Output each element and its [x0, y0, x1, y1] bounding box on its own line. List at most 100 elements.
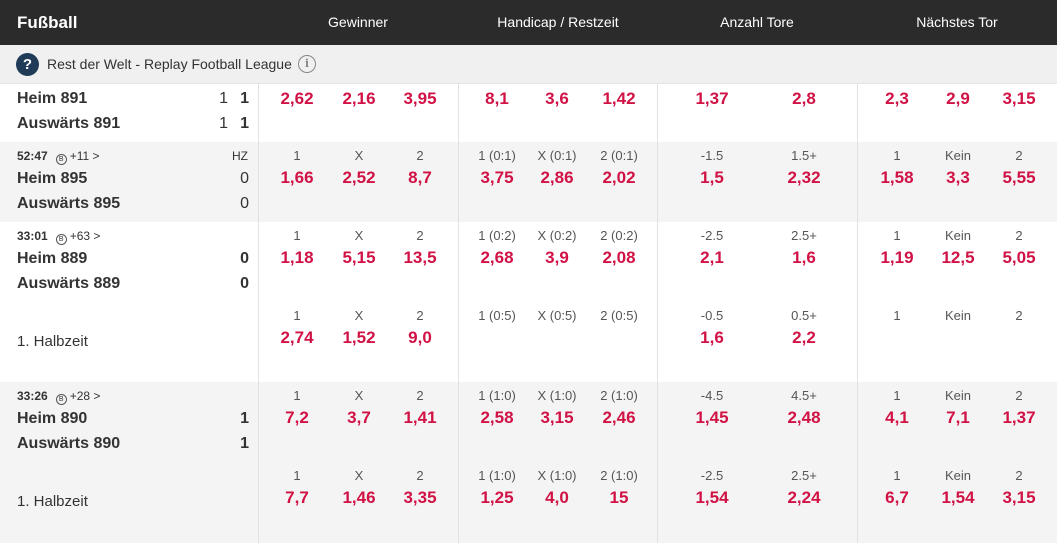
odds-button[interactable]: 5,15 [342, 248, 376, 267]
away-team[interactable]: Auswärts 889 [17, 275, 121, 292]
odds-label: 1.5+ [791, 148, 817, 163]
odds-button[interactable]: 2,74 [280, 328, 314, 347]
odds-button[interactable]: 7,7 [285, 488, 309, 507]
odds-button[interactable]: 5,55 [1002, 168, 1036, 187]
odds-button[interactable]: 2,58 [480, 408, 514, 427]
more-markets-link[interactable]: +28 > [69, 389, 101, 403]
odds-button[interactable]: 9,0 [408, 328, 432, 347]
odds-button[interactable]: 2,32 [787, 168, 821, 187]
odds-button[interactable]: 3,9 [545, 248, 569, 267]
odds-button[interactable]: 2,46 [602, 408, 636, 427]
odds-button[interactable]: 1,5 [700, 168, 724, 187]
home-score: 0 [240, 170, 249, 187]
odds-label: 2 [1015, 388, 1023, 403]
odds-button[interactable]: 3,15 [1002, 89, 1036, 108]
odds-button[interactable]: 2,02 [602, 168, 636, 187]
odds-label: 2.5+ [791, 468, 817, 483]
away-team[interactable]: Auswärts 895 [17, 195, 121, 212]
odds-button[interactable]: 2,16 [342, 89, 376, 108]
stats-icon: B [55, 154, 67, 165]
odds-button[interactable]: 1,41 [403, 408, 437, 427]
odds-button[interactable]: 1,19 [880, 248, 914, 267]
odds-button[interactable]: 7,1 [946, 408, 970, 427]
odds-label: 1 (1:0) [478, 388, 516, 403]
odds-button[interactable]: 3,6 [545, 89, 569, 108]
odds-button[interactable]: 2,1 [700, 248, 724, 267]
odds-button[interactable]: 3,75 [480, 168, 514, 187]
odds-button[interactable]: 1,25 [480, 488, 514, 507]
match-meta[interactable]: 33:26 B +28 > [17, 389, 100, 405]
odds-button[interactable]: 1,37 [695, 89, 729, 108]
odds-button[interactable]: 2,2 [792, 328, 816, 347]
odds-button[interactable]: 1,6 [700, 328, 724, 347]
home-team[interactable]: Heim 890 [17, 410, 88, 427]
home-team[interactable]: Heim 891 [17, 90, 88, 107]
away-score: 0 [240, 195, 249, 212]
odds-button[interactable]: 15 [609, 488, 629, 507]
odds-button[interactable]: 8,1 [485, 89, 509, 108]
odds-button[interactable]: 1,46 [342, 488, 376, 507]
odds-label: 2 [416, 148, 424, 163]
odds-label: X [354, 388, 364, 403]
column-divider [458, 84, 459, 543]
odds-button[interactable]: 3,15 [1002, 488, 1036, 507]
away-team[interactable]: Auswärts 891 [17, 115, 121, 132]
odds-button[interactable]: 2,24 [787, 488, 821, 507]
odds-label: 1 [893, 148, 901, 163]
odds-button[interactable]: 2,86 [540, 168, 574, 187]
odds-button[interactable]: 13,5 [403, 248, 437, 267]
odds-button[interactable]: 2,3 [885, 89, 909, 108]
odds-button[interactable]: 2,08 [602, 248, 636, 267]
match-meta[interactable]: 52:47 B +11 > [17, 149, 100, 165]
odds-button[interactable]: 1,54 [695, 488, 729, 507]
odds-button[interactable]: 1,6 [792, 248, 816, 267]
odds-button[interactable]: 3,7 [347, 408, 371, 427]
help-icon[interactable]: ? [16, 53, 39, 76]
home-score: 1 [240, 90, 249, 107]
odds-button[interactable]: 3,95 [403, 89, 437, 108]
odds-button[interactable]: 2,9 [946, 89, 970, 108]
odds-label: 2 [1015, 468, 1023, 483]
away-team[interactable]: Auswärts 890 [17, 435, 121, 452]
odds-button[interactable]: 2,52 [342, 168, 376, 187]
odds-button[interactable]: 3,3 [946, 168, 970, 187]
odds-button[interactable]: 1,37 [1002, 408, 1036, 427]
odds-button[interactable]: 1,58 [880, 168, 914, 187]
odds-button[interactable]: 5,05 [1002, 248, 1036, 267]
odds-button[interactable]: 3,35 [403, 488, 437, 507]
odds-button[interactable]: 8,7 [408, 168, 432, 187]
more-markets-link[interactable]: +11 > [69, 149, 100, 163]
match-block: 52:47 B +11 > HZ Heim 895 Auswärts 895 0 0 1 1,66… [0, 142, 1057, 222]
column-handicap: Handicap / Restzeit [497, 14, 619, 30]
match-meta[interactable]: 33:01 B +63 > [17, 229, 100, 245]
odds-button[interactable]: 1,45 [695, 408, 729, 427]
odds-button[interactable]: 4,1 [885, 408, 909, 427]
odds-label: 2 (0:1) [600, 148, 638, 163]
odds-button[interactable]: 1,52 [342, 328, 376, 347]
odds-button[interactable]: 4,0 [545, 488, 569, 507]
odds-label: 1 (1:0) [478, 468, 516, 483]
odds-button[interactable]: 1,54 [941, 488, 975, 507]
odds-button[interactable]: 2,48 [787, 408, 821, 427]
odds-button[interactable]: 2,8 [792, 89, 816, 108]
home-team[interactable]: Heim 889 [17, 250, 88, 267]
odds-label: 1 [893, 388, 901, 403]
odds-button[interactable]: 2,62 [280, 89, 314, 108]
odds-button[interactable]: 2,68 [480, 248, 514, 267]
odds-button[interactable]: 12,5 [941, 248, 975, 267]
info-icon[interactable]: i [298, 55, 316, 73]
league-name[interactable]: Rest der Welt - Replay Football League [47, 56, 292, 72]
odds-button[interactable]: 1,42 [602, 89, 636, 108]
odds-label: 1 [293, 308, 301, 323]
odds-button[interactable]: 1,66 [280, 168, 314, 187]
odds-button[interactable]: 3,15 [540, 408, 574, 427]
odds-label: Kein [944, 308, 972, 323]
column-gewinner: Gewinner [328, 14, 388, 30]
away-score: 1 [219, 115, 228, 132]
odds-button[interactable]: 6,7 [885, 488, 909, 507]
odds-label: 2 [1015, 308, 1023, 323]
home-team[interactable]: Heim 895 [17, 170, 88, 187]
more-markets-link[interactable]: +63 > [69, 229, 101, 243]
odds-button[interactable]: 1,18 [280, 248, 314, 267]
odds-button[interactable]: 7,2 [285, 408, 309, 427]
